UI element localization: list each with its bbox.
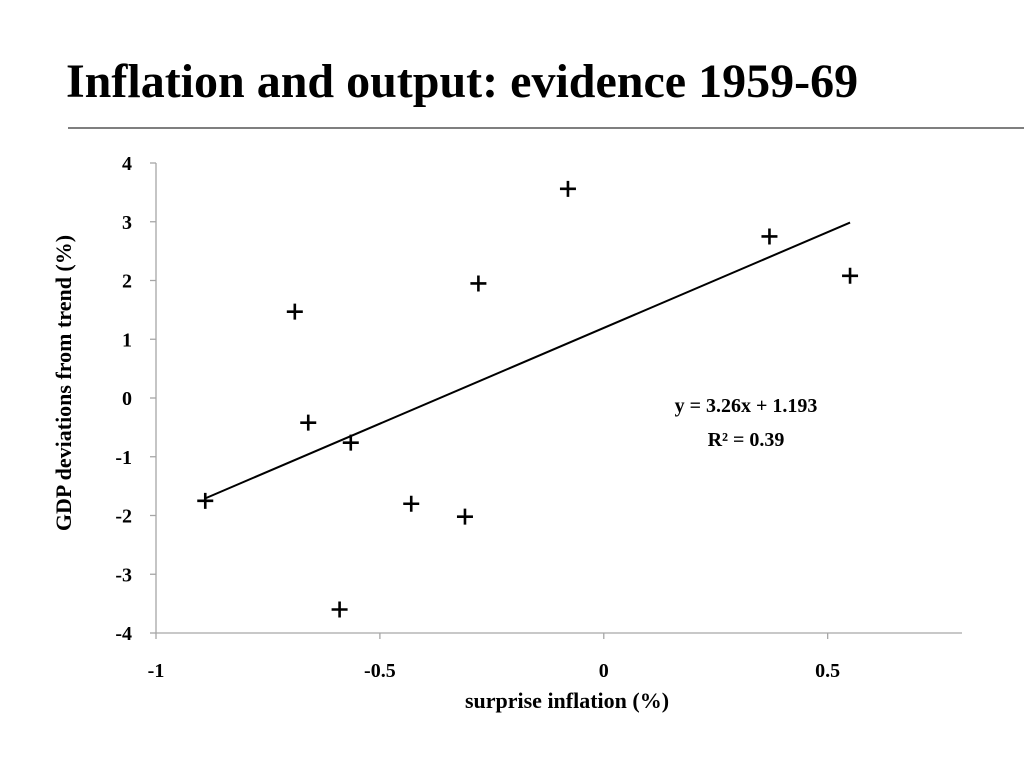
y-tick-label: -2 (115, 506, 132, 528)
title-divider (68, 127, 1024, 129)
data-point (456, 508, 473, 525)
y-tick-label: 1 (122, 329, 132, 351)
y-tick-label: 2 (122, 271, 132, 293)
data-point (842, 267, 859, 284)
data-point (286, 303, 303, 320)
chart-axes: 4 3 2 1 0 -1 -2 -3 -4 -1 -0.5 0 0.5 (115, 153, 962, 682)
y-tick-label: -3 (115, 564, 132, 586)
x-tick-label: 0 (599, 660, 609, 682)
data-point (403, 495, 420, 512)
trendline-group (204, 221, 851, 500)
data-point (300, 414, 317, 431)
y-tick-label: 4 (122, 153, 132, 175)
trendline (204, 221, 851, 500)
x-tick-label: 0.5 (815, 660, 840, 682)
x-tick-label: -0.5 (364, 660, 396, 682)
y-tick-label: -4 (115, 623, 132, 645)
y-tick-label: 3 (122, 212, 132, 234)
slide-title: Inflation and output: evidence 1959-69 (66, 55, 859, 108)
data-point (559, 180, 576, 197)
trendline-equation: y = 3.26x + 1.193 (675, 395, 818, 417)
data-point (761, 228, 778, 245)
data-point (342, 434, 359, 451)
x-tick-label: -1 (148, 660, 165, 682)
x-axis-title: surprise inflation (%) (465, 688, 669, 713)
data-points (197, 180, 859, 618)
data-point (331, 601, 348, 618)
y-axis-title: GDP deviations from trend (%) (51, 235, 76, 531)
data-point (470, 275, 487, 292)
y-tick-label: 0 (122, 388, 132, 410)
data-point (197, 492, 214, 509)
r-squared-label: R² = 0.39 (708, 429, 785, 451)
y-tick-label: -1 (115, 447, 132, 469)
